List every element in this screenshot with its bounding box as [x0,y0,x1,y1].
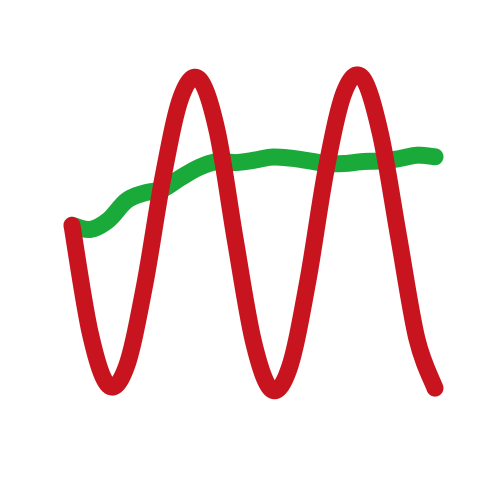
series-line-1 [63,66,444,400]
series-line-2 [63,146,444,239]
